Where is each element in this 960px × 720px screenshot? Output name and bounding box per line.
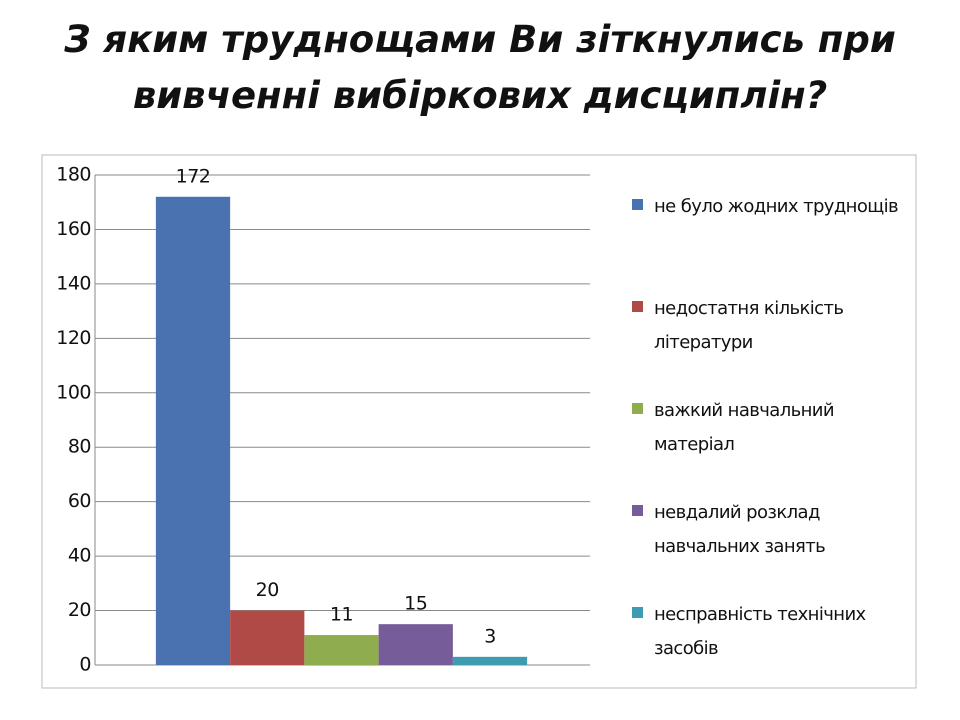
legend-swatch bbox=[632, 607, 643, 618]
bar bbox=[452, 656, 528, 665]
y-tick-label: 80 bbox=[68, 436, 91, 458]
value-label: 20 bbox=[256, 579, 279, 601]
bar bbox=[155, 196, 231, 665]
chart-title: З яким труднощами Ви зіткнулись при вивч… bbox=[64, 18, 896, 117]
bar bbox=[230, 610, 305, 665]
y-tick-label: 0 bbox=[79, 654, 91, 676]
legend-label: несправність технічних засобів bbox=[654, 604, 866, 659]
y-tick-label: 60 bbox=[68, 490, 91, 512]
legend-swatch bbox=[632, 403, 643, 414]
y-tick-label: 120 bbox=[56, 327, 91, 349]
y-tick-label: 40 bbox=[68, 545, 91, 567]
value-label: 3 bbox=[484, 625, 496, 647]
legend-swatch bbox=[632, 505, 643, 516]
y-tick-label: 140 bbox=[56, 272, 91, 294]
legend-label: невдалий розклад навчальних занять bbox=[654, 502, 826, 557]
legend-label: важкий навчальний матеріал bbox=[654, 400, 835, 455]
y-tick-label: 180 bbox=[56, 164, 91, 186]
legend-swatch bbox=[632, 301, 643, 312]
bar bbox=[304, 635, 379, 665]
value-label: 172 bbox=[176, 165, 211, 187]
y-tick-label: 100 bbox=[56, 381, 91, 403]
value-label: 15 bbox=[404, 593, 427, 615]
legend-label: недостатня кількість літератури bbox=[654, 298, 844, 353]
legend-label: не було жодних труднощів bbox=[654, 196, 899, 217]
y-tick-label: 160 bbox=[56, 218, 91, 240]
y-tick-label: 20 bbox=[68, 599, 91, 621]
bar bbox=[378, 624, 453, 665]
legend-swatch bbox=[632, 199, 643, 210]
value-label: 11 bbox=[330, 604, 353, 626]
